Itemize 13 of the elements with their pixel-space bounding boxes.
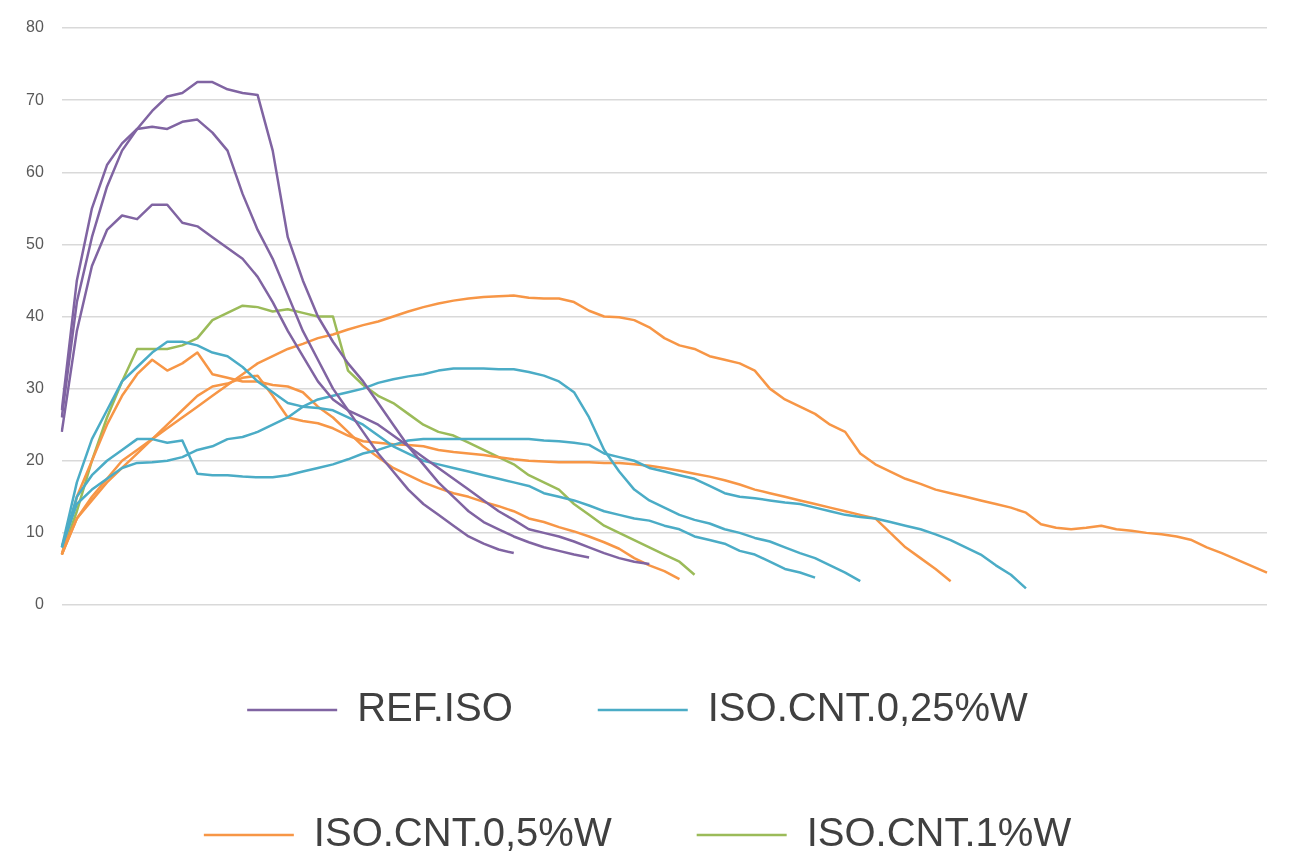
y-tick-label: 70 xyxy=(26,90,44,108)
y-tick-label: 0 xyxy=(34,595,44,613)
legend-label: ISO.CNT.1%W xyxy=(806,810,1072,855)
y-tick-label: 30 xyxy=(26,379,44,397)
y-tick-label: 50 xyxy=(26,234,44,252)
y-tick-label: 20 xyxy=(26,451,44,469)
y-tick-label: 10 xyxy=(26,523,44,541)
y-tick-label: 60 xyxy=(26,162,44,180)
y-tick-label: 80 xyxy=(26,18,44,36)
legend-label: REF.ISO xyxy=(357,685,513,730)
y-tick-label: 40 xyxy=(26,306,44,324)
legend-label: ISO.CNT.0,25%W xyxy=(707,685,1029,730)
legend-label: ISO.CNT.0,5%W xyxy=(313,810,612,855)
